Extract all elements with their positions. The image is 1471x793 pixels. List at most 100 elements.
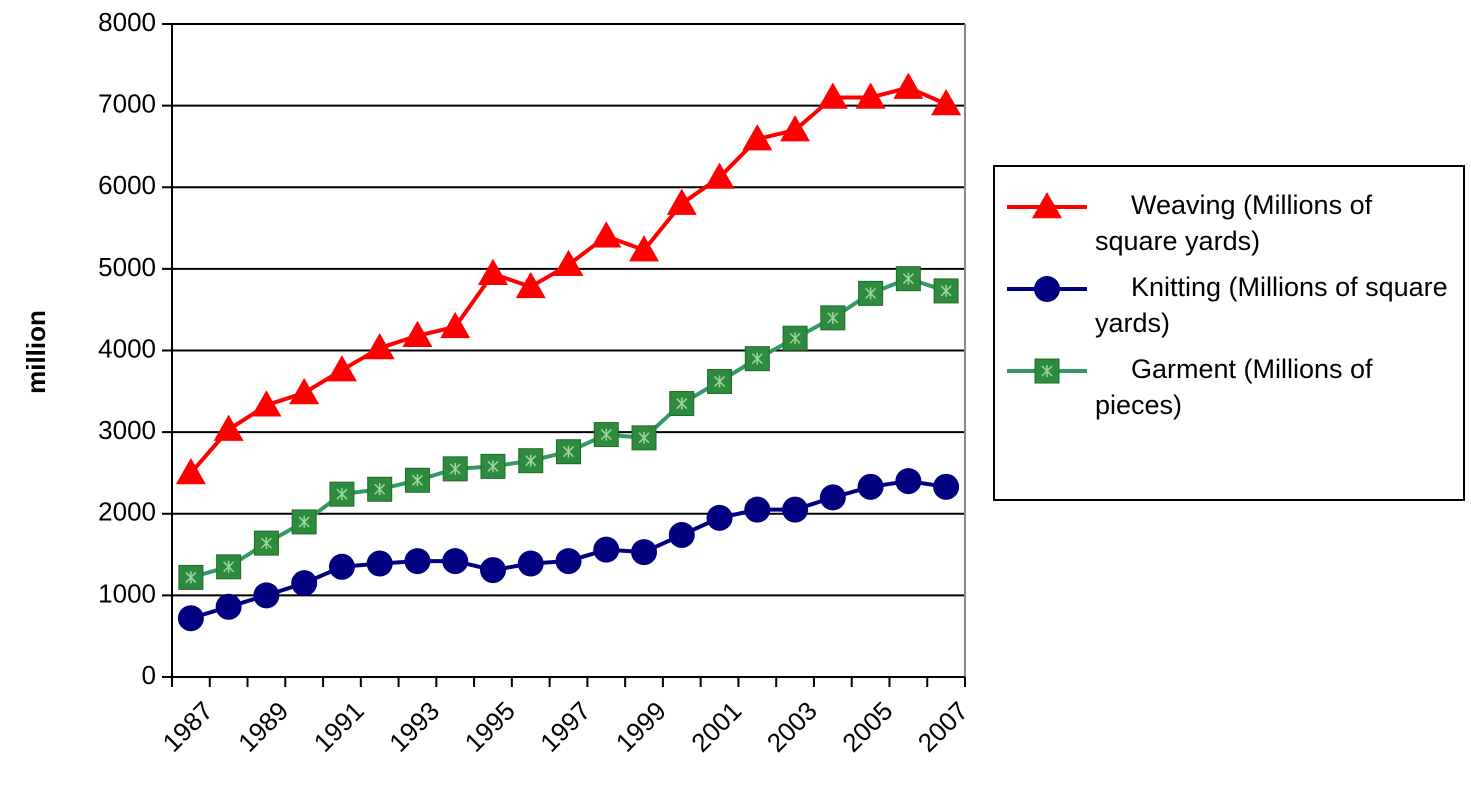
marker: [177, 605, 204, 632]
x-tick-label: 1991: [308, 696, 370, 758]
x-tick-label: 2003: [761, 696, 823, 758]
marker: [744, 496, 771, 523]
x-tick-label: 2001: [685, 696, 747, 758]
marker-star: [865, 287, 877, 300]
marker: [326, 355, 357, 382]
marker: [402, 320, 433, 348]
marker: [668, 521, 695, 548]
marker: [742, 124, 773, 151]
marker: [479, 557, 506, 584]
marker: [591, 221, 622, 248]
legend-entry: Knitting (Millions of square yards): [995, 269, 1453, 341]
marker: [178, 564, 204, 590]
legend-label: Knitting (Millions of square yards): [1095, 272, 1448, 338]
marker-star: [638, 431, 650, 444]
marker: [895, 468, 922, 495]
marker-star: [223, 560, 235, 573]
marker: [329, 481, 355, 507]
marker-star: [1041, 365, 1053, 377]
x-tick-label: 1999: [610, 696, 672, 758]
marker-box: [1034, 358, 1060, 384]
marker: [817, 82, 848, 109]
marker-star: [789, 332, 801, 345]
marker: [555, 548, 582, 575]
marker: [855, 82, 886, 109]
marker-star: [902, 272, 914, 285]
marker: [629, 235, 660, 262]
marker-star: [562, 445, 575, 458]
marker: [515, 271, 546, 299]
marker-star: [600, 428, 612, 441]
marker: [442, 456, 468, 482]
marker-star: [525, 454, 537, 467]
y-tick-label: 0: [142, 660, 156, 690]
x-tick-label: 1995: [459, 696, 521, 758]
marker: [704, 162, 735, 189]
x-tick-label: 1989: [232, 696, 294, 758]
marker: [593, 422, 619, 448]
x-tick-label: 2005: [836, 696, 898, 758]
marker-star: [374, 483, 386, 496]
marker-star: [185, 571, 197, 584]
marker: [782, 496, 809, 523]
marker-star: [827, 311, 839, 324]
marker: [366, 550, 393, 577]
marker: [669, 391, 695, 417]
marker: [666, 188, 697, 215]
marker: [291, 509, 317, 535]
legend-label: Garment (Millions of pieces): [1095, 354, 1373, 420]
marker: [440, 311, 471, 339]
x-tick-label: 1997: [534, 696, 596, 758]
marker: [744, 346, 770, 372]
marker: [251, 390, 282, 417]
marker: [442, 548, 469, 575]
marker: [819, 484, 846, 511]
marker: [253, 582, 280, 609]
y-tick-label: 1000: [98, 578, 156, 608]
marker: [895, 266, 921, 292]
marker: [364, 333, 395, 360]
marker-star: [487, 460, 499, 473]
y-tick-label: 3000: [98, 415, 156, 445]
marker: [367, 476, 393, 502]
marker: [933, 278, 959, 304]
marker: [404, 548, 431, 575]
marker: [518, 448, 544, 474]
marker: [631, 539, 658, 566]
series-line: [189, 85, 947, 475]
marker: [782, 325, 808, 351]
marker: [175, 457, 206, 485]
marker: [216, 554, 242, 580]
y-axis-label: million: [21, 310, 51, 394]
marker: [215, 593, 242, 620]
marker-star: [298, 515, 310, 528]
y-tick-label: 5000: [98, 252, 156, 282]
marker-star: [336, 488, 348, 501]
marker: [253, 530, 279, 556]
marker: [477, 258, 508, 286]
legend-entry: Garment (Millions of pieces): [995, 351, 1453, 423]
marker-star: [260, 537, 272, 550]
marker-star: [751, 352, 763, 365]
marker: [933, 473, 960, 500]
legend-label: Weaving (Millions of square yards): [1095, 190, 1373, 256]
marker: [706, 504, 733, 531]
x-tick-label: 1993: [383, 696, 445, 758]
marker: [631, 425, 657, 451]
marker: [858, 280, 884, 306]
marker: [517, 550, 544, 577]
legend-swatch: [1007, 192, 1087, 219]
y-tick-label: 8000: [98, 7, 156, 37]
marker-star: [449, 462, 461, 475]
marker: [404, 467, 430, 493]
marker: [780, 115, 811, 142]
marker: [593, 536, 620, 563]
marker: [213, 414, 244, 441]
marker: [820, 305, 846, 331]
marker: [328, 553, 355, 580]
marker: [289, 377, 320, 405]
marker: [857, 473, 884, 500]
marker-box: [291, 509, 317, 535]
